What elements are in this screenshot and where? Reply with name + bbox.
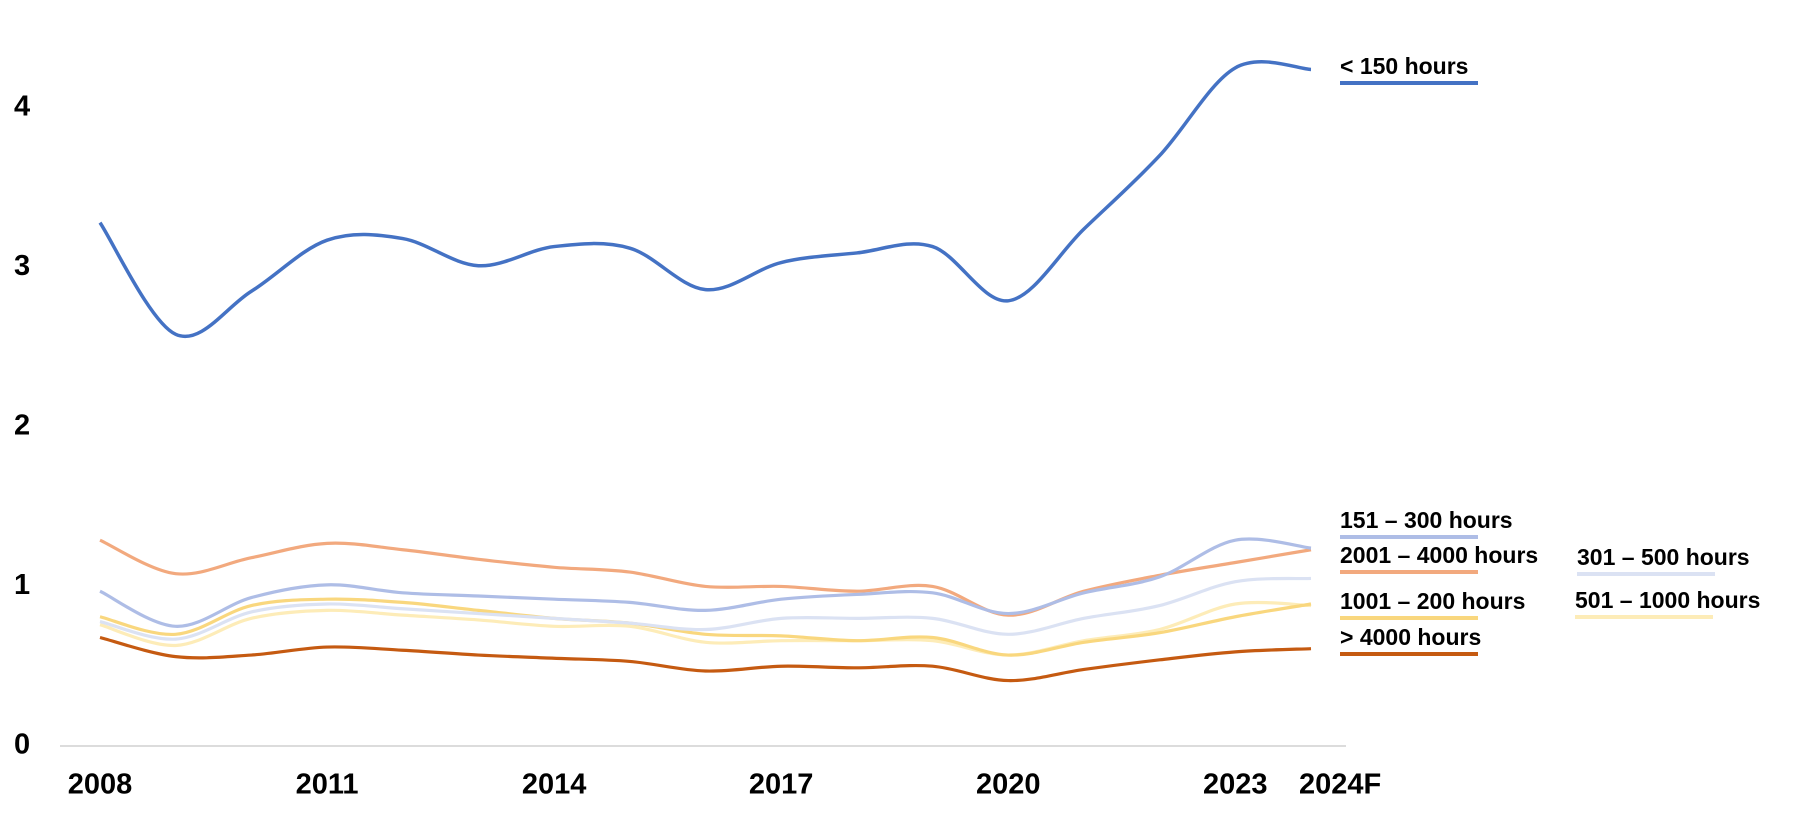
x-tick-label: 2023 [1203,769,1268,801]
series-line [99,576,1312,641]
legend-label: 301 – 500 hours [1577,544,1750,570]
legend-label: 501 – 1000 hours [1575,587,1760,613]
x-tick-label: 2011 [296,769,359,801]
x-tick-label: 2024F [1299,769,1381,801]
y-tick-label: 0 [14,729,30,761]
x-tick-label: 2014 [522,769,587,801]
x-tick-label: 2020 [976,769,1041,801]
legend-label: 1001 – 200 hours [1340,588,1525,614]
legend-label: 151 – 300 hours [1340,507,1513,533]
y-tick-label: 1 [14,569,30,601]
legend-label: 2001 – 4000 hours [1340,542,1538,568]
x-tick-label: 2008 [68,769,133,801]
series-line [99,538,1312,617]
series-line [99,600,1312,657]
series-line [99,597,1312,657]
legend-label: < 150 hours [1340,53,1468,79]
y-tick-label: 3 [14,250,30,282]
y-tick-label: 4 [14,90,30,122]
x-tick-label: 2017 [749,769,814,801]
legend-label: > 4000 hours [1340,624,1481,650]
series-line [99,635,1312,683]
series-line [99,537,1312,628]
series-line [98,60,1312,338]
y-tick-label: 2 [14,410,30,442]
